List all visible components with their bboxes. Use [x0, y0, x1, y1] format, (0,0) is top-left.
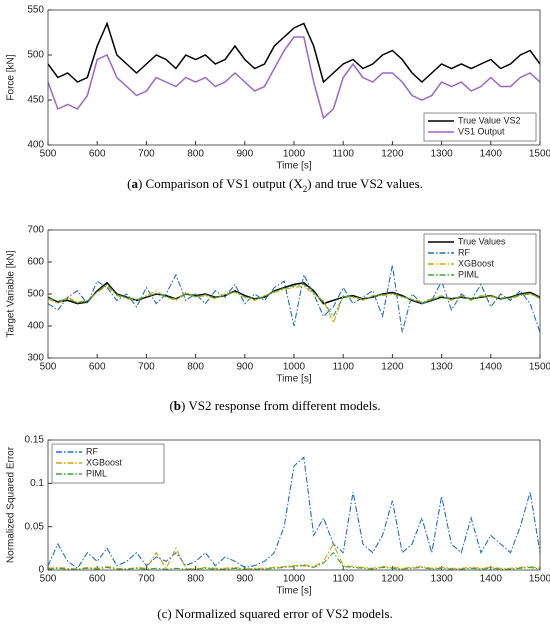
series-line — [48, 265, 540, 333]
x-tick-label: 900 — [236, 149, 253, 160]
legend-label: RF — [458, 247, 470, 257]
x-axis-label: Time [s] — [276, 586, 311, 597]
y-tick-label: 500 — [27, 50, 44, 61]
y-axis-label: Normalized Squared Error — [6, 446, 17, 563]
y-tick-label: 600 — [27, 257, 44, 268]
x-tick-label: 700 — [138, 149, 155, 160]
caption-part: ( — [127, 176, 131, 191]
series-line — [48, 283, 540, 318]
legend-label: XGBoost — [458, 258, 495, 268]
series-line — [48, 36, 540, 120]
x-axis-label: Time [s] — [276, 374, 311, 385]
x-axis-label: Time [s] — [276, 161, 311, 172]
x-tick-label: 500 — [40, 362, 57, 373]
y-tick-label: 500 — [27, 289, 44, 300]
y-tick-label: 0 — [38, 565, 44, 576]
y-tick-label: 0.15 — [25, 435, 45, 446]
x-tick-label: 600 — [89, 149, 106, 160]
plot-frame — [47, 439, 541, 571]
x-tick-label: 1400 — [480, 574, 503, 585]
x-tick-label: 900 — [236, 574, 253, 585]
x-tick-label: 1000 — [283, 149, 306, 160]
legend-label: RF — [86, 446, 98, 456]
caption-part: ( — [169, 398, 173, 413]
x-tick-label: 800 — [187, 362, 204, 373]
caption-part: ( — [157, 606, 161, 621]
x-tick-label: 600 — [89, 574, 106, 585]
y-axis-label: Force [kN] — [6, 54, 17, 100]
x-tick-label: 500 — [40, 149, 57, 160]
plot-frame — [47, 9, 541, 146]
y-tick-label: 0.05 — [25, 521, 45, 532]
caption-part: ) VS2 response from different models. — [181, 398, 381, 413]
x-tick-label: 1100 — [332, 362, 354, 373]
series-line — [48, 21, 540, 84]
x-tick-label: 600 — [89, 362, 106, 373]
x-tick-label: 500 — [40, 574, 57, 585]
series-line — [48, 456, 540, 570]
caption-part: ) Comparison of VS1 output (X — [138, 176, 303, 191]
y-tick-label: 0.1 — [30, 478, 44, 489]
caption: (c) Normalized squared error of VS2 mode… — [157, 606, 393, 621]
y-axis-label: Target Variable [kN] — [6, 250, 17, 337]
x-tick-label: 700 — [138, 362, 155, 373]
y-tick-label: 400 — [27, 140, 44, 151]
x-tick-label: 1100 — [332, 574, 354, 585]
x-tick-label: 800 — [187, 149, 204, 160]
y-tick-label: 450 — [27, 95, 44, 106]
x-tick-label: 1300 — [430, 362, 453, 373]
caption-part: c — [162, 606, 168, 621]
legend-label: True Value VS2 — [458, 115, 521, 125]
caption-part: b — [174, 398, 181, 413]
y-tick-label: 400 — [27, 321, 44, 332]
caption-part: a — [131, 176, 138, 191]
x-tick-label: 800 — [187, 574, 204, 585]
y-tick-label: 300 — [27, 353, 44, 364]
x-tick-label: 1000 — [283, 574, 306, 585]
x-tick-label: 1400 — [480, 362, 503, 373]
x-tick-label: 900 — [236, 362, 253, 373]
legend-label: PIML — [458, 269, 479, 279]
series-line — [48, 551, 540, 570]
x-tick-label: 1500 — [529, 362, 550, 373]
series-line — [48, 285, 540, 325]
legend-label: PIML — [86, 468, 107, 478]
x-tick-label: 1200 — [381, 574, 404, 585]
caption: (b) VS2 response from different models. — [169, 398, 380, 413]
x-tick-label: 1200 — [381, 362, 404, 373]
caption-part: 2 — [303, 184, 308, 194]
legend-label: XGBoost — [86, 457, 123, 467]
legend-label: True Values — [458, 236, 506, 246]
caption: (a) Comparison of VS1 output (X2) and tr… — [127, 176, 423, 194]
x-tick-label: 1300 — [430, 574, 453, 585]
x-tick-label: 1200 — [381, 149, 404, 160]
x-tick-label: 1300 — [430, 149, 453, 160]
legend-label: VS1 Output — [458, 126, 505, 136]
plot-frame — [47, 229, 541, 359]
caption-part: ) and true VS2 values. — [307, 176, 423, 191]
y-tick-label: 700 — [27, 225, 44, 236]
x-tick-label: 1500 — [529, 574, 550, 585]
x-tick-label: 1500 — [529, 149, 550, 160]
legend-box — [423, 112, 537, 142]
y-tick-label: 550 — [27, 5, 44, 16]
x-tick-label: 1400 — [480, 149, 503, 160]
caption-part: ) Normalized squared error of VS2 models… — [167, 606, 392, 621]
x-tick-label: 1000 — [283, 362, 306, 373]
x-tick-label: 700 — [138, 574, 155, 585]
x-tick-label: 1100 — [332, 149, 354, 160]
